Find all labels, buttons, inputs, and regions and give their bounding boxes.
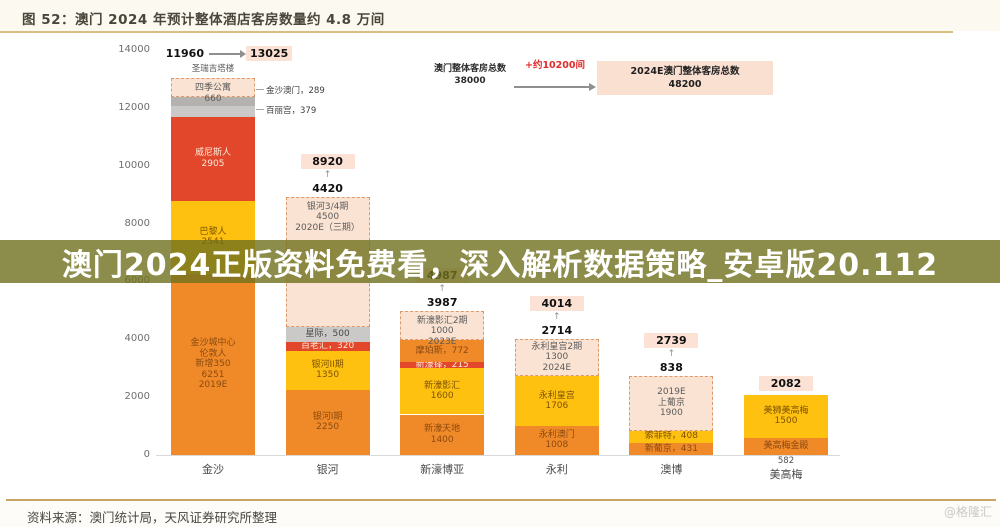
right-arrow-icon	[514, 83, 596, 91]
title-bar	[0, 0, 1000, 31]
bar-segment-label: 百老汇，320	[301, 340, 355, 351]
x-axis-label: 金沙	[202, 463, 224, 476]
bar-segment-label: 永利皇宫 1706	[538, 390, 575, 412]
y-tick-label: 2000	[124, 391, 150, 403]
above-bar-note: 圣瑞吉塔楼	[191, 64, 235, 74]
y-tick-label: 8000	[124, 217, 150, 229]
bar-segment-label: 新濠影汇 1600	[424, 380, 461, 402]
callout-2024e-box: 2024E澳门整体客房总数 48200	[597, 61, 773, 95]
new-total-label: 4014	[529, 295, 584, 311]
y-tick-label: 0	[143, 449, 150, 460]
bar-segment-索菲特: 索菲特，408	[629, 430, 714, 443]
annotation-label: 百丽宫，379	[266, 106, 317, 116]
title-divider-line	[0, 31, 953, 33]
annotation-label: 金沙澳门，289	[266, 86, 325, 96]
bar-segment-新濠影汇2期: 新濠影汇2期 1000 2023E	[400, 310, 485, 347]
x-axis-line	[156, 455, 840, 456]
source-text: 资料来源：澳门统计局，天风证券研究所整理	[27, 510, 278, 525]
bar-segment-百丽宫	[171, 105, 255, 117]
bar-segment-label: 2019E 上葡京 1900	[657, 387, 686, 419]
bar-segment-label: 新濠影汇2期 1000 2023E	[416, 315, 468, 347]
new-total-label: 13025	[246, 46, 293, 61]
bar-segment-label: 威尼斯人 2905	[194, 148, 231, 169]
page-title: 图 52：澳门 2024 年预计整体酒店客房数量约 4.8 万间	[22, 12, 385, 28]
bar-segment-威尼斯人: 威尼斯人 2905	[171, 116, 255, 201]
bar-segment-label: 永利澳门 1008	[538, 429, 575, 451]
current-total-label: 3987	[426, 295, 458, 309]
x-axis-label: 永利	[545, 463, 568, 476]
annotation-line	[256, 109, 264, 110]
right-arrow-icon	[209, 49, 246, 58]
footer-divider-line	[6, 499, 996, 501]
new-total-label: 8920	[300, 153, 355, 169]
x-axis-label: 美高梅	[769, 468, 803, 481]
callout-current-total: 澳门整体客房总数 38000	[423, 63, 517, 87]
y-tick-label: 4000	[124, 333, 150, 345]
bar-segment-永利澳门: 永利澳门 1008	[514, 425, 599, 455]
current-total-label: 4420	[312, 181, 343, 195]
y-tick-label: 14000	[118, 44, 150, 55]
bar-segment-label: 金沙城中心 伦敦人 新增350 6251 2019E	[190, 338, 236, 391]
x-axis-label: 新濠博亚	[420, 463, 465, 476]
bar-segment-银河I期: 银河I期 2250	[285, 389, 370, 455]
bar-segment-金沙澳门	[171, 97, 255, 106]
footer-bar	[0, 500, 1000, 527]
bar-segment-label: 银河3/4期 4500 2020E（三期）	[295, 201, 360, 233]
current-total-label: 11960	[165, 47, 204, 60]
current-total-label: 2714	[541, 323, 573, 337]
bar-segment-新葡京: 新葡京，431	[629, 442, 714, 455]
bar-segment-新濠影汇: 新濠影汇 1600	[400, 368, 485, 415]
bar-segment-label: 银河I期 2250	[312, 411, 343, 433]
bar-segment-label: 四季公寓 660	[194, 83, 231, 104]
new-total-label: 2739	[644, 332, 699, 348]
bar-segment-label: 新濠天地 1400	[424, 424, 461, 445]
up-arrow-icon: ↑	[323, 169, 332, 180]
new-total-label: 2082	[759, 375, 813, 391]
bar-segment-百老汇: 百老汇，320	[285, 340, 370, 351]
bar-segment-label: 摩珀斯，772	[415, 345, 469, 356]
bar-segment-label: 星际，500	[305, 329, 350, 340]
banner-text: 澳门2024正版资料免费看，深入解析数据策略_安卓版20.112	[61, 247, 939, 283]
bar-segment-银河II期: 银河II期 1350	[285, 350, 370, 390]
bar-top-values: 11960 13025	[164, 46, 294, 61]
up-arrow-icon: ↑	[553, 311, 561, 322]
y-tick-label: 12000	[118, 101, 150, 113]
callout-current-total-value: 38000	[454, 76, 486, 86]
bar-segment-金沙城中心伦敦人: 金沙城中心 伦敦人 新增350 6251 2019E	[171, 274, 255, 455]
below-bar-value: 582	[777, 456, 795, 466]
annotation-line	[256, 89, 264, 90]
y-tick-label: 10000	[118, 159, 150, 171]
bar-segment-星际: 星际，500	[285, 327, 370, 342]
bar-segment-label: 新濠锋，215	[415, 359, 469, 370]
callout-current-total-label: 澳门整体客房总数	[433, 64, 506, 74]
up-arrow-icon: ↑	[438, 283, 446, 294]
callout-delta-label: +约10200间	[524, 60, 585, 71]
bar-segment-美狮美高梅: 美狮美高梅 1500	[744, 394, 828, 439]
bar-segment-上葡京: 2019E 上葡京 1900	[629, 375, 714, 431]
callout-2024e-label: 2024E澳门整体客房总数	[630, 66, 740, 77]
watermark: @格隆汇	[943, 505, 992, 519]
banner-overlay[interactable]: 澳门2024正版资料免费看，深入解析数据策略_安卓版20.112	[0, 240, 1000, 283]
callout-2024e-value: 48200	[668, 79, 702, 90]
bar-segment-四季公寓: 四季公寓 660	[171, 78, 255, 104]
bar-segment-美高梅金殿: 美高梅金殿	[744, 438, 828, 455]
bar-segment-label: 索菲特，408	[644, 431, 698, 442]
bar-segment-永利皇宫: 永利皇宫 1706	[514, 376, 599, 426]
bar-segment-label: 永利皇宫2期 1300 2024E	[531, 341, 583, 373]
bar-segment-label: 银河II期 1350	[311, 359, 344, 381]
bar-segment-新濠锋: 新濠锋，215	[400, 359, 485, 370]
bar-segment-label: 美狮美高梅 1500	[763, 405, 809, 427]
bar-segment-新濠天地: 新濠天地 1400	[400, 414, 485, 455]
up-arrow-icon: ↑	[667, 348, 676, 359]
current-total-label: 838	[659, 360, 683, 374]
bar-segment-摩珀斯: 摩珀斯，772	[400, 339, 485, 362]
x-axis-label: 银河	[316, 463, 339, 476]
bar-segment-永利皇宫2期: 永利皇宫2期 1300 2024E	[514, 338, 599, 377]
bar-segment-label: 新葡京，431	[644, 443, 698, 454]
bar-segment-label: 美高梅金殿	[763, 441, 809, 452]
x-axis-label: 澳博	[660, 463, 683, 476]
